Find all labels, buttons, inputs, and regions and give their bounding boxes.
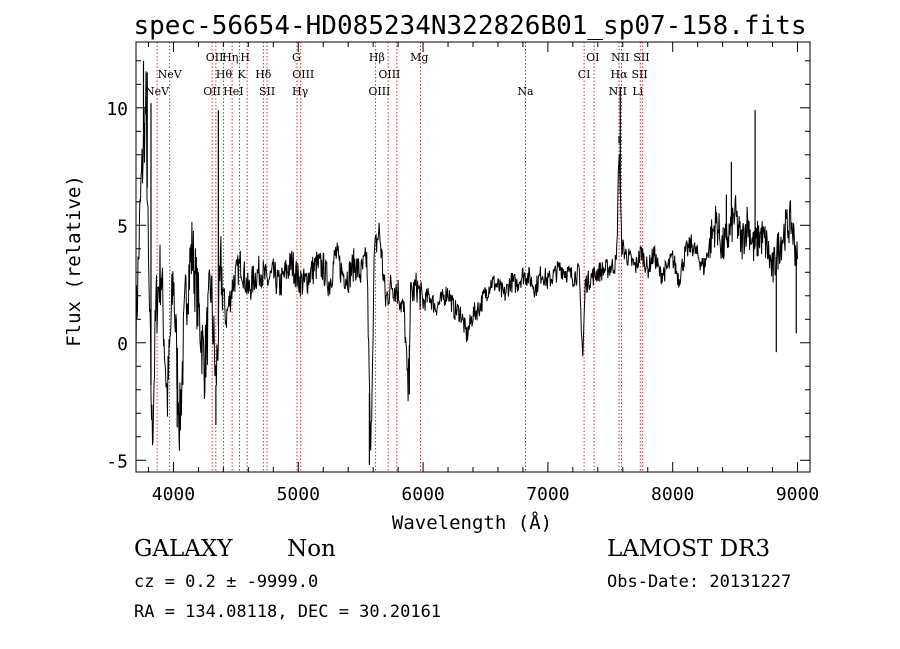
axes: 4000 5000 6000 7000 8000 9000 -5 0 5 10 — [106, 42, 819, 505]
y-tick-label-0: -5 — [106, 451, 128, 472]
line-label-4: Hθ — [216, 68, 233, 81]
x-tick-label-5: 9000 — [776, 484, 819, 505]
object-subclass: Non — [287, 536, 336, 562]
line-label-11: G — [292, 51, 301, 64]
spectrum-line — [135, 71, 798, 451]
line-label-3: OII — [206, 51, 224, 64]
line-label-2: OII — [203, 85, 221, 98]
line-label-22: Hα — [611, 68, 629, 81]
object-class-label: GALAXY — [134, 536, 233, 562]
line-label-26: Li — [632, 85, 643, 98]
y-tick-label-1: 0 — [117, 334, 128, 355]
line-label-19: OI — [586, 51, 599, 64]
object-class: GALAXY Non — [134, 536, 336, 562]
x-tick-label-2: 6000 — [401, 484, 444, 505]
line-label-25: SII — [632, 68, 648, 81]
line-label-13: Hγ — [292, 85, 309, 98]
line-label-21: NII — [611, 51, 629, 64]
x-tick-label-3: 7000 — [526, 484, 569, 505]
y-tick-label-2: 5 — [117, 216, 128, 237]
line-label-17: Mg — [410, 51, 428, 64]
line-label-12: OIII — [292, 68, 314, 81]
observation-date: Obs-Date: 20131227 — [607, 572, 792, 592]
line-label-14: Hβ — [369, 51, 385, 64]
line-label-24: SII — [633, 51, 649, 64]
chart-title: spec-56654-HD085234N322826B01_sp07-158.f… — [133, 11, 806, 41]
line-label-20: CI — [578, 68, 591, 81]
line-label-5: Hη — [222, 51, 238, 64]
line-label-10: SII — [259, 85, 275, 98]
line-label-7: K — [237, 68, 246, 81]
line-label-16: OIII — [368, 85, 390, 98]
x-axis-label: Wavelength (Å) — [392, 511, 552, 534]
plot-frame — [135, 41, 811, 473]
line-label-9: Hδ — [255, 68, 272, 81]
line-label-1: NeV — [158, 68, 183, 81]
survey-label: LAMOST DR3 — [607, 536, 771, 562]
coordinates-text: RA = 134.08118, DEC = 30.20161 — [134, 602, 442, 622]
line-label-23: NII — [609, 85, 627, 98]
line-label-18: Na — [517, 85, 534, 98]
line-label-8: H — [240, 51, 250, 64]
y-axis-label: Flux (relative) — [63, 175, 85, 347]
spectral-line-markers — [156, 42, 644, 472]
spectral-line-labels: NeV NeV OII OII Hθ Hη HeI KH Hδ SII G OIII Hγ Hβ OIII O… — [145, 51, 650, 98]
x-tick-label-0: 4000 — [152, 484, 195, 505]
x-tick-label-4: 8000 — [651, 484, 694, 505]
spectrum-series — [135, 60, 798, 465]
redshift-text: cz = 0.2 ± -9999.0 — [134, 572, 319, 592]
line-label-15: OIII — [378, 68, 400, 81]
line-label-0: NeV — [145, 85, 170, 98]
x-tick-label-1: 5000 — [277, 484, 320, 505]
line-label-6: HeI — [223, 85, 243, 98]
y-tick-label-3: 10 — [106, 99, 128, 120]
